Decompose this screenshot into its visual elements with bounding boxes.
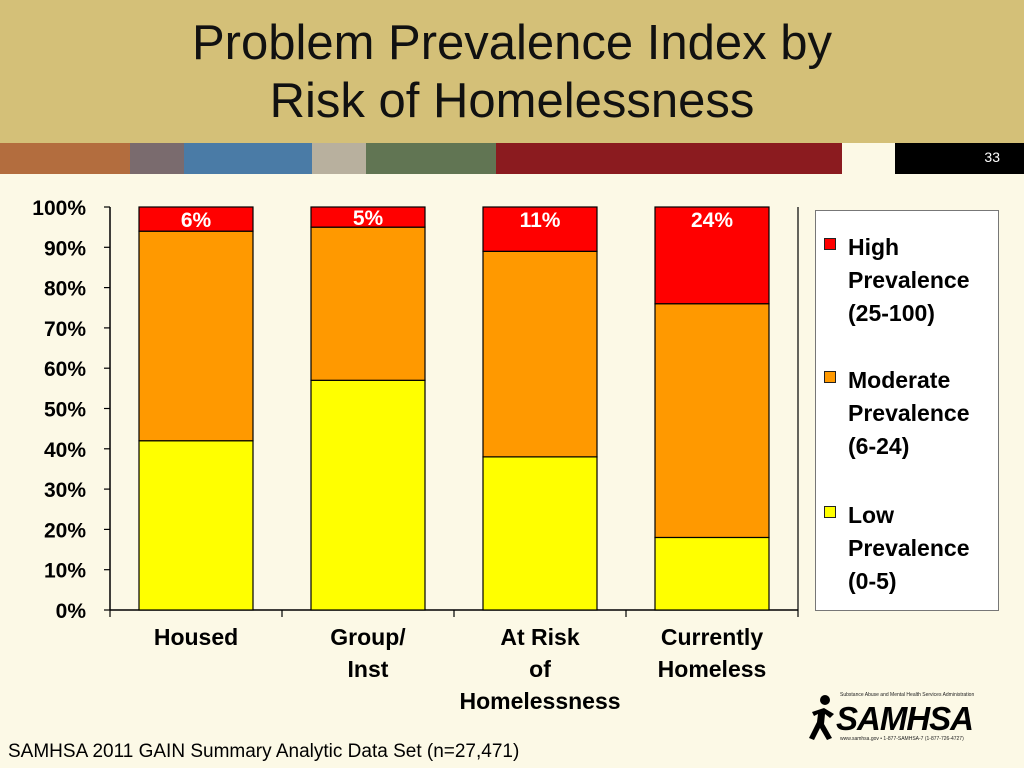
stacked-bar-chart: 0% 10% 20% 30% 40% 50% 60% 70% 80% 90% 100% 6% House… [32,197,799,714]
decorative-color-band [0,143,1024,174]
bar-segment [138,440,254,611]
bar-segment [482,206,598,252]
legend-swatch-high [824,238,836,250]
running-figure-icon [809,695,834,740]
band-segment [184,143,312,174]
logo-wordmark: SAMHSA [836,700,974,737]
slide-title: Problem Prevalence Index by Risk of Home… [0,14,1024,130]
bar-segment [310,226,426,381]
band-segment [312,143,366,174]
source-footnote: SAMHSA 2011 GAIN Summary Analytic Data S… [8,741,520,762]
x-category-label: Group/ [330,624,406,650]
y-tick-label: 80% [44,278,86,301]
bar-segment [138,206,254,232]
x-category-label: At Risk [500,624,579,650]
x-category-label: Inst [348,656,389,682]
logo-tagline: Substance Abuse and Mental Health Servic… [840,692,975,698]
legend-swatch-moderate [824,371,836,383]
x-category-label: of [529,656,551,682]
y-tick-label: 40% [44,439,86,462]
band-segment [842,143,895,174]
bar-segment [310,206,426,228]
title-band [0,0,1024,143]
x-category-label: Currently [661,624,763,650]
legend-swatch-low [824,506,836,518]
legend-label-low: Low Prevalence (0-5) [848,502,970,594]
logo-contact: www.samhsa.gov • 1-877-SAMHSA-7 (1-877-7… [840,736,964,742]
bar-segment [310,379,426,611]
y-tick-label: 70% [44,318,86,341]
bar-segment [138,230,254,442]
y-tick-label: 100% [32,197,86,220]
title-line-1: Problem Prevalence Index by [191,16,833,70]
y-tick-label: 0% [56,600,87,623]
legend-label-high: High Prevalence (25-100) [848,234,970,326]
band-segment [496,143,842,174]
y-tick-label: 60% [44,358,86,381]
x-category-label: Homeless [658,656,767,682]
data-label: 6% [181,209,212,232]
band-segment [130,143,184,174]
data-label: 24% [691,209,733,232]
y-tick-label: 90% [44,237,86,260]
data-label: 5% [353,207,384,230]
y-tick-label: 30% [44,479,86,502]
band-segment [366,143,496,174]
x-category-label: Homelessness [459,688,620,714]
data-label: 11% [520,209,561,232]
y-tick-label: 20% [44,519,86,542]
legend-label-moderate: Moderate Prevalence (6-24) [848,367,970,459]
bar-segment [482,250,598,458]
bar-segment [654,206,770,305]
bar-segment [654,536,770,611]
page-number: 33 [984,149,1000,165]
title-line-2: Risk of Homelessness [269,74,755,128]
x-category-label: Housed [154,624,238,650]
bar-segment [654,303,770,539]
y-tick-label: 10% [44,560,86,583]
band-segment [0,143,130,174]
samhsa-logo: Substance Abuse and Mental Health Servic… [806,688,976,744]
band-segment [895,143,1024,174]
y-tick-label: 50% [44,399,86,422]
bar-segment [482,456,598,611]
chart-legend: High Prevalence (25-100) Moderate Preval… [815,210,999,611]
